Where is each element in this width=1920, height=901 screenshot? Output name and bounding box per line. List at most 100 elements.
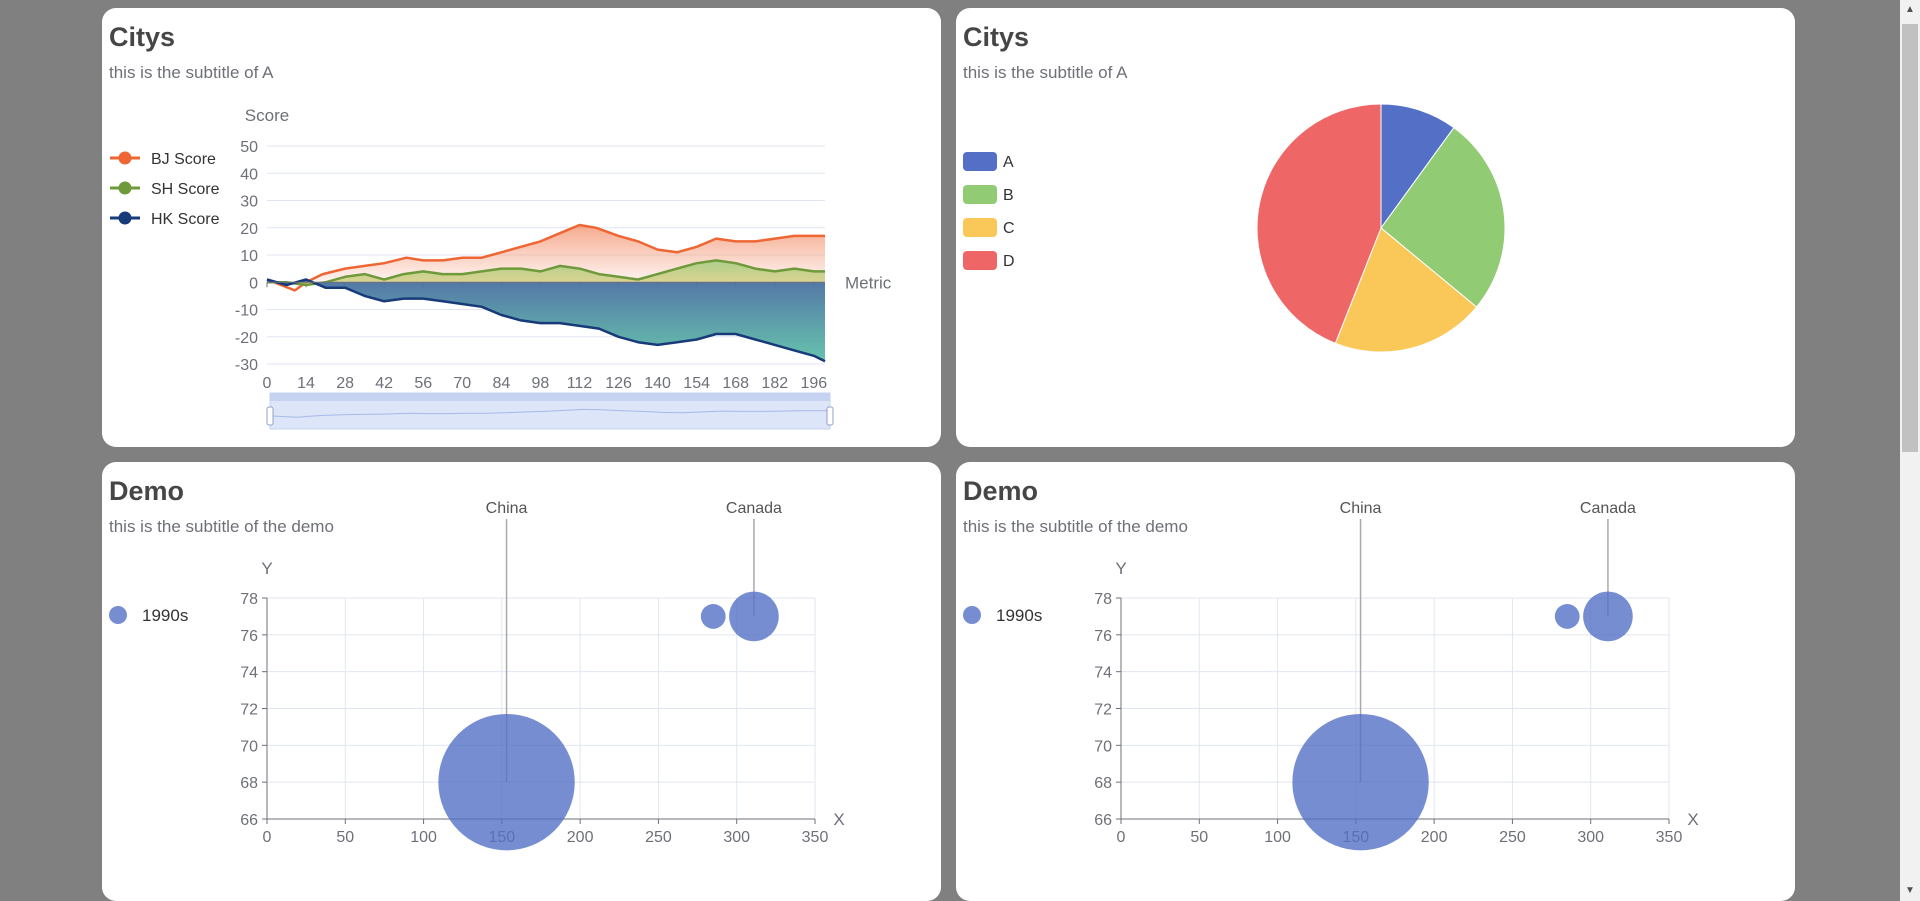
x-tick-label: 0 bbox=[1117, 829, 1126, 846]
y-axis-label: Score bbox=[245, 106, 289, 125]
legend-marker bbox=[118, 181, 132, 195]
x-tick-label: 98 bbox=[532, 375, 550, 392]
y-tick-label: 70 bbox=[1094, 738, 1112, 755]
legend-label: D bbox=[1003, 253, 1015, 270]
page-scrollbar[interactable]: ▲ ▼ bbox=[1900, 0, 1920, 901]
pie-slice-b bbox=[1380, 126, 1506, 308]
x-tick-label: 350 bbox=[802, 829, 829, 846]
chart-card-scatter-2: Demo this is the subtitle of the demo 78… bbox=[956, 462, 1795, 901]
y-tick-label: 68 bbox=[240, 775, 258, 792]
y-tick-label: 66 bbox=[240, 812, 258, 829]
x-tick-label: 250 bbox=[1499, 829, 1526, 846]
bubble-point bbox=[700, 604, 726, 629]
y-tick-label: 78 bbox=[240, 591, 258, 608]
y-tick-label: 76 bbox=[1094, 628, 1112, 645]
series-area bbox=[267, 279, 825, 362]
pie-slice-a bbox=[1380, 103, 1455, 230]
x-tick-label: 84 bbox=[492, 375, 510, 392]
x-tick-label: 42 bbox=[375, 375, 393, 392]
y-tick-label: 72 bbox=[1094, 702, 1112, 719]
x-tick-label: 200 bbox=[1421, 829, 1448, 846]
legend-label: A bbox=[1003, 154, 1014, 171]
y-tick-label: -20 bbox=[235, 330, 258, 347]
chart-title: Demo bbox=[963, 476, 1039, 506]
y-tick-label: 78 bbox=[1094, 591, 1112, 608]
chart-title: Demo bbox=[109, 476, 185, 506]
y-axis-label: Y bbox=[1115, 559, 1126, 578]
legend-marker bbox=[118, 151, 132, 165]
x-tick-label: 112 bbox=[567, 375, 593, 392]
chart-subtitle: this is the subtitle of the demo bbox=[109, 517, 334, 536]
datazoom-handle-right bbox=[826, 406, 834, 426]
legend-label: SH Score bbox=[151, 181, 220, 198]
chart-subtitle: this is the subtitle of A bbox=[963, 63, 1128, 82]
chart-title: Citys bbox=[963, 22, 1030, 52]
x-tick-label: 182 bbox=[761, 375, 788, 392]
y-tick-label: -30 bbox=[235, 357, 258, 374]
x-tick-label: 28 bbox=[336, 375, 354, 392]
x-tick-label: 50 bbox=[336, 829, 354, 846]
datazoom-preview bbox=[269, 408, 830, 418]
x-axis-label: Metric bbox=[845, 273, 892, 292]
series-line bbox=[266, 278, 826, 363]
x-tick-label: 140 bbox=[644, 375, 671, 392]
area-chart-svg: 50 40 30 20 10 0 -10 -20 -30 0 14 28 42 56 70 84 98 112 12… bbox=[110, 106, 892, 430]
scroll-up-arrow-icon[interactable]: ▲ bbox=[1905, 4, 1915, 15]
bubble-label: China bbox=[486, 500, 528, 517]
scatter-chart-svg: 78767472706866050100150200250300350XYChi… bbox=[963, 500, 1699, 851]
y-tick-label: 10 bbox=[240, 248, 258, 265]
x-tick-label: 126 bbox=[605, 375, 632, 392]
x-tick-label: 0 bbox=[263, 375, 272, 392]
scatter-chart-svg: 78767472706866050100150200250300350XYChi… bbox=[109, 500, 845, 851]
legend-label: 1990s bbox=[996, 606, 1042, 625]
y-tick-label: 72 bbox=[240, 702, 258, 719]
legend-swatch bbox=[963, 218, 997, 237]
y-tick-label: 76 bbox=[240, 628, 258, 645]
y-tick-label: 50 bbox=[240, 139, 258, 156]
y-tick-label: 66 bbox=[1094, 812, 1112, 829]
bubble-label: China bbox=[1340, 500, 1382, 517]
x-axis-label: X bbox=[1687, 810, 1698, 829]
bubble-point bbox=[438, 713, 575, 851]
chart-card-scatter: Demo this is the subtitle of the demo 78… bbox=[102, 462, 941, 901]
x-tick-label: 50 bbox=[1190, 829, 1208, 846]
datazoom-handle-left bbox=[266, 406, 274, 426]
scrollbar-thumb[interactable] bbox=[1902, 24, 1918, 452]
bubble-point bbox=[1292, 713, 1429, 851]
bubble-label: Canada bbox=[726, 500, 782, 517]
bubble-label: Canada bbox=[1580, 500, 1636, 517]
pie-slice-d bbox=[1256, 103, 1382, 344]
x-tick-label: 70 bbox=[453, 375, 471, 392]
x-tick-label: 100 bbox=[1264, 829, 1291, 846]
scroll-down-arrow-icon[interactable]: ▼ bbox=[1905, 885, 1915, 896]
legend-label: HK Score bbox=[151, 211, 220, 228]
x-tick-label: 0 bbox=[263, 829, 272, 846]
x-axis-label: X bbox=[833, 810, 844, 829]
bubble-point bbox=[729, 591, 779, 642]
y-tick-label: 20 bbox=[240, 221, 258, 238]
x-tick-label: 300 bbox=[723, 829, 750, 846]
x-tick-label: 168 bbox=[722, 375, 749, 392]
y-tick-label: 74 bbox=[240, 665, 258, 682]
bubble-point bbox=[1554, 604, 1580, 629]
chart-card-area: Citys this is the subtitle of A 50 40 30 20… bbox=[102, 8, 941, 447]
x-tick-label: 14 bbox=[297, 375, 315, 392]
series-line bbox=[267, 259, 825, 287]
legend-marker bbox=[109, 606, 127, 624]
y-tick-label: 74 bbox=[1094, 665, 1112, 682]
x-tick-label: 250 bbox=[645, 829, 672, 846]
y-tick-label: 68 bbox=[1094, 775, 1112, 792]
legend-swatch bbox=[963, 152, 997, 171]
x-tick-label: 300 bbox=[1577, 829, 1604, 846]
legend-label: C bbox=[1003, 220, 1015, 237]
bubble-point bbox=[1583, 591, 1633, 642]
chart-subtitle: this is the subtitle of the demo bbox=[963, 517, 1188, 536]
y-tick-label: -10 bbox=[235, 303, 258, 320]
legend-swatch bbox=[963, 251, 997, 270]
legend-label: B bbox=[1003, 187, 1014, 204]
chart-subtitle: this is the subtitle of A bbox=[109, 63, 274, 82]
x-tick-label: 196 bbox=[800, 375, 827, 392]
legend-label: BJ Score bbox=[151, 151, 216, 168]
y-axis-label: Y bbox=[261, 559, 272, 578]
